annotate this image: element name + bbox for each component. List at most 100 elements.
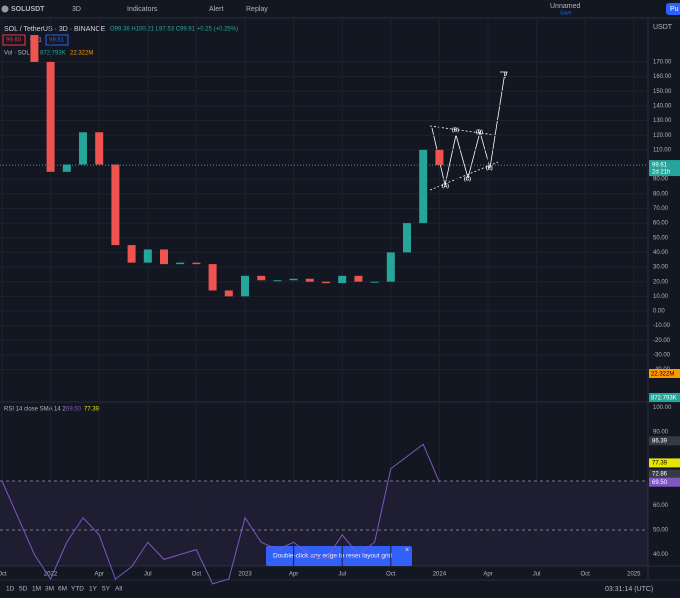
candle xyxy=(370,281,379,283)
rsi-line xyxy=(1,443,440,585)
price-tick-label: 130.00 xyxy=(653,118,672,124)
toast xyxy=(266,546,412,566)
price-tick-label: 60.00 xyxy=(653,221,669,227)
candle xyxy=(305,278,314,282)
candle xyxy=(62,164,71,172)
rsi-value: 69.50 xyxy=(66,407,82,413)
time-label: Oct xyxy=(581,572,591,578)
wave-label: (A) xyxy=(442,183,449,189)
wave-drawing xyxy=(429,71,508,191)
time-label: Jul xyxy=(144,572,152,578)
publish-label[interactable]: Pu xyxy=(670,6,679,13)
rsi-tick-label: 60.00 xyxy=(653,503,669,509)
legend-ohlc: O99.36 H100.21 L97.53 C99.61 +0.25 (+0.2… xyxy=(110,27,238,33)
candle xyxy=(354,275,363,282)
range-button[interactable]: YTD xyxy=(71,586,84,593)
time-label: 2022 xyxy=(44,572,58,578)
time-label: Jul xyxy=(338,572,346,578)
candle xyxy=(435,149,444,166)
time-label: Apr xyxy=(289,572,298,578)
symbol[interactable]: SOLUSDT xyxy=(11,6,45,13)
rsi-band-fill xyxy=(0,481,648,566)
price-series xyxy=(30,35,444,297)
toast-text: Double-click any edge to reset layout gr… xyxy=(273,553,393,560)
rsi-tick-label: 50.00 xyxy=(653,528,669,534)
clock: 03:31:14 (UTC) xyxy=(605,586,653,593)
candle xyxy=(224,290,233,297)
currency: USDT xyxy=(653,24,673,31)
price-tick-label: 110.00 xyxy=(653,147,672,153)
time-label: 2023 xyxy=(238,572,252,578)
publish-button[interactable] xyxy=(666,3,680,15)
rsi-tick-label: 90.00 xyxy=(653,430,669,436)
toast-close[interactable]: × xyxy=(405,547,409,554)
rsi-tag-bg xyxy=(649,436,680,446)
candle xyxy=(403,223,411,253)
candle xyxy=(176,262,185,265)
ask-box xyxy=(45,34,69,46)
legend-title: SOL / TetherUS · 3D · BINANCE xyxy=(4,26,105,33)
volume-ma: 22.322M xyxy=(70,51,93,57)
last-price-tag xyxy=(649,160,680,177)
candle xyxy=(208,264,217,291)
rsi-tick-label: 100.00 xyxy=(653,405,672,411)
candle xyxy=(30,35,39,62)
price-tick-label: 90.00 xyxy=(653,177,669,183)
rsi-tag-bg xyxy=(649,469,680,479)
candle xyxy=(273,280,282,282)
price-tick-label: -20.00 xyxy=(653,338,671,344)
price-tick-label: -30.00 xyxy=(653,353,671,359)
price-tick-label: 70.00 xyxy=(653,206,669,212)
candle xyxy=(111,164,120,246)
wave-label: (D) xyxy=(476,129,483,135)
price-tick-label: 120.00 xyxy=(653,133,672,139)
range-button[interactable]: 1D xyxy=(6,586,15,593)
wave-label: (E) xyxy=(486,165,493,171)
candle xyxy=(386,252,395,282)
range-button[interactable]: 5Y xyxy=(102,586,111,593)
price-tick-label: 160.00 xyxy=(653,74,672,80)
volume-ma-tag: 22.322M xyxy=(651,372,674,378)
price-tick-label: 150.00 xyxy=(653,89,672,95)
candle xyxy=(46,61,55,172)
indicators-button[interactable]: Indicators xyxy=(127,6,158,13)
alert-button[interactable]: Alert xyxy=(209,6,223,13)
time-label: Oct xyxy=(0,572,7,578)
price-tick-label: 0.00 xyxy=(653,309,665,315)
wave-label: (B) xyxy=(452,127,459,133)
toolbar xyxy=(0,0,680,18)
time-label: Apr xyxy=(483,572,492,578)
candle xyxy=(289,278,298,281)
candle xyxy=(257,275,266,281)
volume-ma-tag-bg xyxy=(649,369,680,378)
wave-label: (C) xyxy=(464,176,471,182)
last-price: 99.61 xyxy=(652,163,668,169)
candle xyxy=(127,245,136,263)
bid: 99.60 xyxy=(6,38,22,44)
rsi-tag-bg xyxy=(649,477,680,487)
ask: 99.61 xyxy=(49,38,65,44)
replay-button[interactable]: Replay xyxy=(246,6,268,13)
time-label: Oct xyxy=(192,572,202,578)
rsi-tag: 86.39 xyxy=(652,438,668,444)
rsi-tag: 72.86 xyxy=(652,472,668,478)
candle xyxy=(241,275,249,297)
rsi-tag: 77.39 xyxy=(652,460,668,466)
range-button[interactable]: 3M xyxy=(45,586,54,593)
candle xyxy=(322,281,330,284)
price-tick-label: 140.00 xyxy=(653,103,672,109)
interval[interactable]: 3D xyxy=(72,6,81,13)
range-button[interactable]: All xyxy=(115,586,123,593)
layout-name[interactable]: Unnamed xyxy=(550,3,580,10)
candle xyxy=(419,149,428,224)
rsi-sma: 77.39 xyxy=(84,407,100,413)
range-button[interactable]: 6M xyxy=(58,586,67,593)
range-button[interactable]: 5D xyxy=(19,586,28,593)
volume-value: 872.793K xyxy=(40,51,66,57)
range-button[interactable]: 1Y xyxy=(89,586,98,593)
candle xyxy=(192,262,201,265)
rsi-tag: 69.50 xyxy=(652,480,668,486)
volume-label: Vol · SOL 20 xyxy=(4,51,38,57)
range-button[interactable]: 1M xyxy=(32,586,41,593)
